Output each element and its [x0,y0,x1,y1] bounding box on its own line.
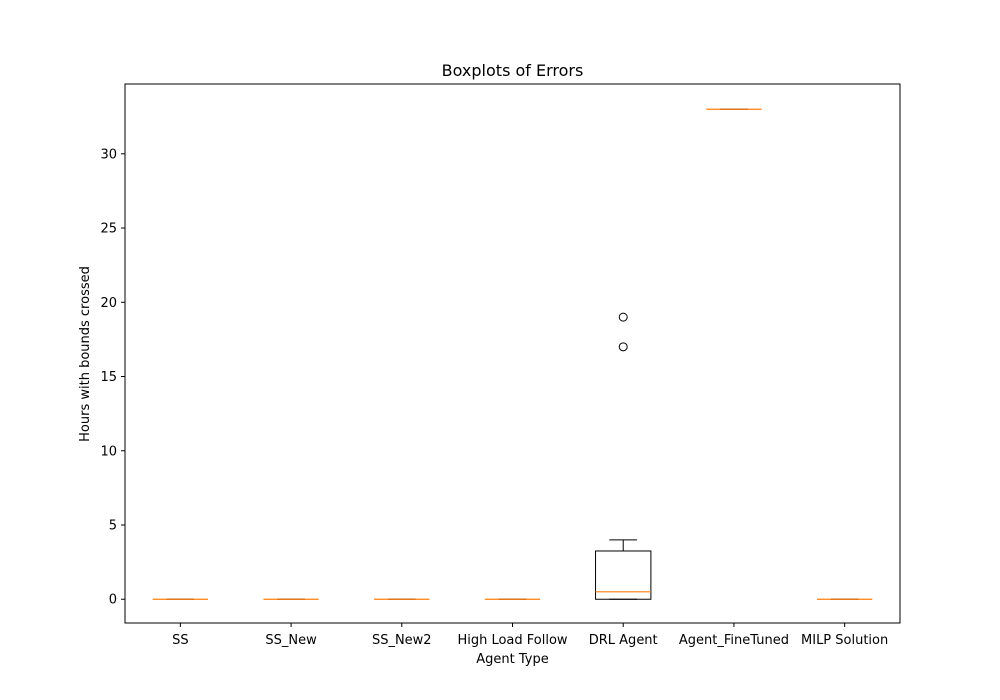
y-tick-label: 25 [100,222,117,237]
plot-area: 0 5 10 15 20 25 30 SS SS_New SS_New2 High Load Fol… [100,83,901,648]
x-axis-label: Agent Type [476,652,548,667]
x-tick-label: SS_New [265,633,317,648]
y-tick-label: 20 [100,296,117,311]
axes-frame [124,83,901,624]
x-tick-label: DRL Agent [589,633,658,648]
y-tick-label: 30 [100,147,117,162]
chart-title: Boxplots of Errors [442,61,584,80]
outlier-point [618,342,628,352]
y-tick-label: 5 [109,519,117,534]
x-tick-label: MILP Solution [801,633,888,648]
x-tick-label: Agent_FineTuned [679,633,789,648]
y-tick-label: 0 [109,593,117,608]
outlier-point [618,312,628,322]
x-tick-label: SS [172,633,189,648]
box-iqr [595,550,652,600]
x-tick-label: High Load Follow [457,633,567,648]
y-tick-label: 15 [100,370,117,385]
y-tick-label: 10 [100,444,117,459]
x-tick-label: SS_New2 [372,633,432,648]
y-axis-label: Hours with bounds crossed [78,266,93,442]
